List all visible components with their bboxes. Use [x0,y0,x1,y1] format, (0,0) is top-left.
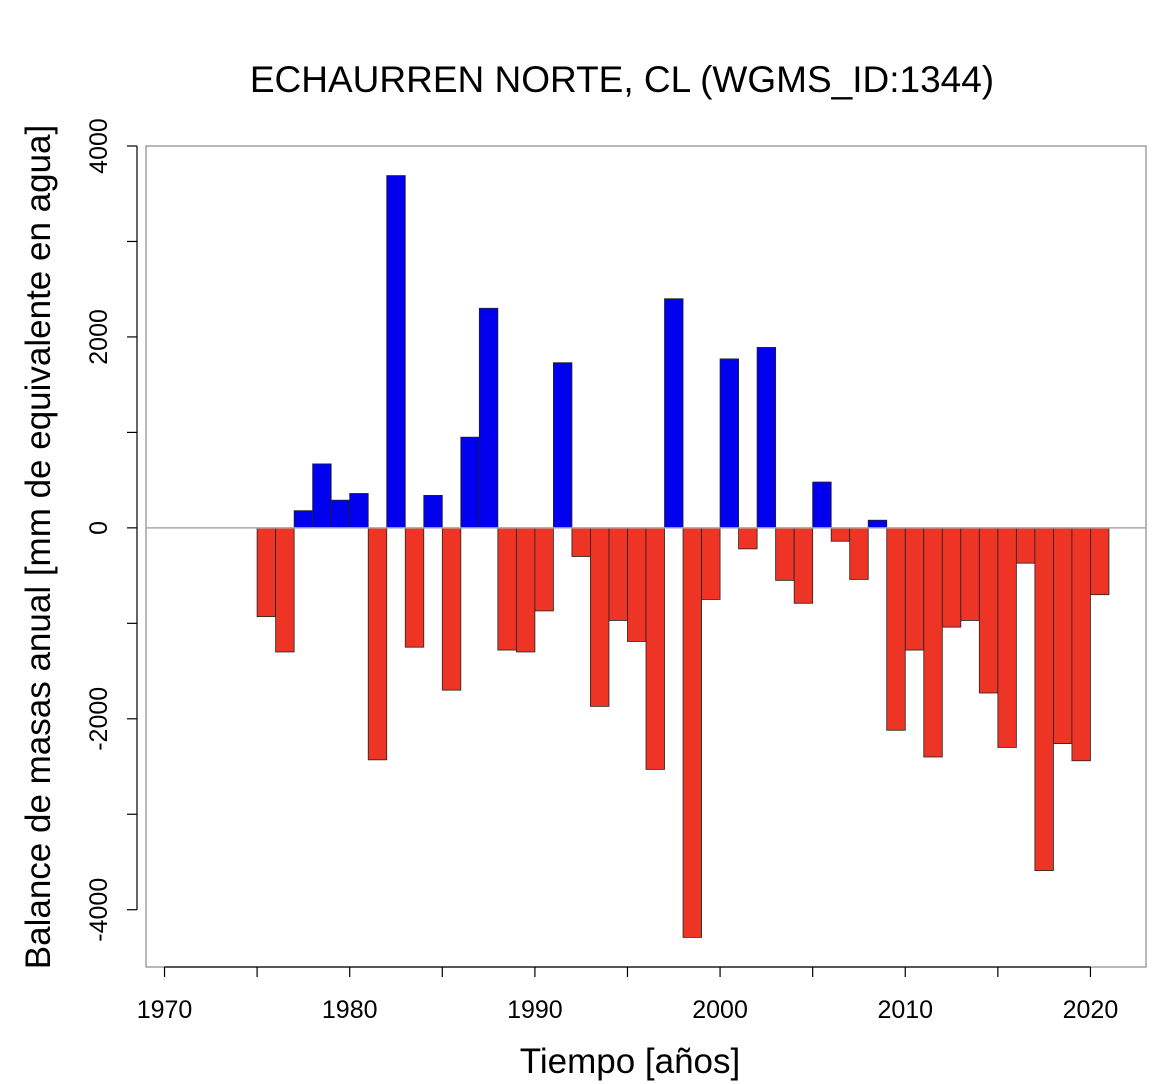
x-axis-label: Tiempo [años] [520,1042,740,1081]
bar-2007 [830,527,851,542]
bar-1988 [478,307,499,529]
bars-group [256,175,1110,938]
y-tick-label: -2000 [85,687,113,751]
bar-1993 [571,527,591,557]
x-tick-label: 2020 [1063,996,1119,1024]
bar-1986 [441,527,462,691]
y-axis: -4000 -2000 0 2000 4000 [85,118,138,942]
x-axis: 1970 1980 1990 2000 2010 2020 [137,966,1119,1024]
bar-2018 [1034,527,1054,871]
bar-1997 [645,527,665,770]
bar-1984 [404,527,425,648]
bar-2006 [812,481,832,529]
bar-1985 [423,494,443,529]
bar-2010 [886,527,906,731]
bar-2000 [701,527,721,600]
x-tick-label: 1980 [322,996,378,1024]
bar-1996 [627,527,647,642]
y-axis-label: Balance de masas anual [mm de equivalent… [19,125,58,969]
x-tick-label: 2000 [692,996,748,1024]
bar-1991 [534,527,554,612]
bar-2011 [904,527,925,651]
bar-1989 [497,527,517,651]
x-tick-label: 1970 [137,996,193,1024]
chart-title: ECHAURREN NORTE, CL (WGMS_ID:1344) [250,59,994,100]
bar-1998 [664,298,684,529]
bar-2015 [978,527,999,694]
bar-2013 [941,527,962,628]
y-tick-label: 2000 [85,309,113,365]
y-tick-label: 0 [85,521,113,535]
bar-2001 [719,358,739,529]
bar-2003 [756,347,777,529]
bar-2008 [849,527,869,580]
bar-2012 [923,527,943,758]
x-tick-label: 1990 [507,996,563,1024]
bar-1983 [386,175,406,529]
bar-1990 [515,527,536,653]
bar-2004 [775,527,795,581]
x-tick-label: 2010 [877,996,933,1024]
bar-1980 [330,499,351,529]
bar-2017 [1015,527,1036,564]
bar-1977 [275,527,295,653]
bar-1978 [293,510,314,529]
bar-2016 [997,527,1017,748]
bar-1979 [312,463,332,529]
bar-1987 [460,436,480,529]
bar-2021 [1090,527,1110,596]
bar-1982 [367,527,388,761]
bar-2005 [793,527,814,604]
bar-2019 [1053,527,1073,745]
bar-2009 [867,519,888,529]
bar-1995 [608,527,628,621]
y-tick-label: -4000 [85,878,113,942]
bar-1992 [553,362,573,529]
bar-2020 [1071,527,1091,762]
bar-2002 [738,527,758,550]
y-tick-label: 4000 [85,118,113,174]
bar-1999 [682,527,702,938]
bar-2014 [960,527,980,621]
bar-1981 [349,493,369,529]
bar-1976 [256,527,277,618]
bar-1994 [590,527,610,707]
